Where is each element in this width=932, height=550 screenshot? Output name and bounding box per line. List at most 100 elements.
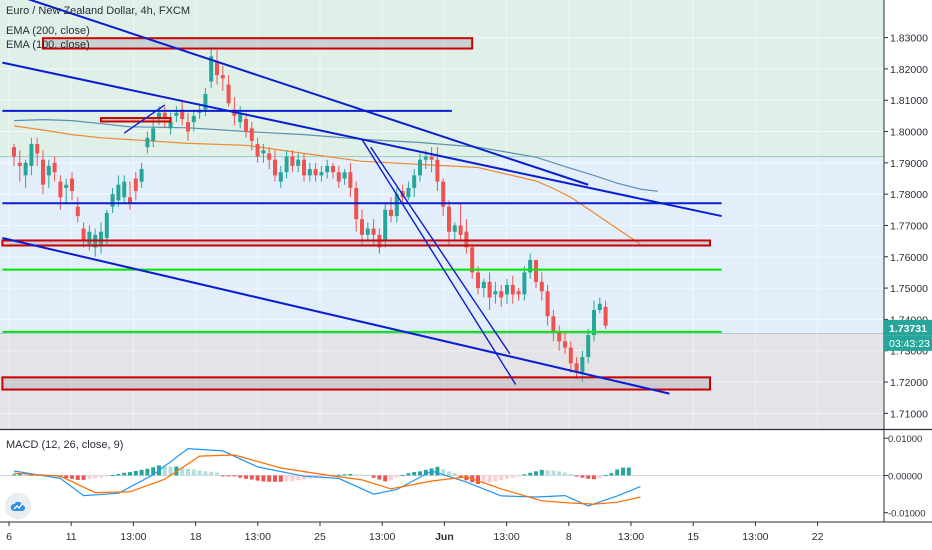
macd-histogram-bar — [99, 475, 103, 478]
candle-body — [133, 178, 138, 192]
candle-body — [563, 341, 567, 348]
candle-body — [220, 75, 225, 79]
candle-body — [46, 165, 51, 176]
candle-body — [12, 147, 16, 157]
macd-histogram-bar — [592, 475, 596, 480]
candle-body — [203, 93, 208, 110]
trend-line — [361, 138, 517, 385]
candle-body — [510, 284, 515, 295]
macd-histogram-bar — [296, 475, 301, 481]
candle-body — [423, 156, 428, 160]
candle-body — [17, 162, 22, 166]
candle-body — [151, 128, 156, 141]
ema100-legend: EMA (100, close) — [6, 39, 90, 51]
macd-histogram-bar — [557, 471, 562, 476]
macd-histogram-bar — [360, 474, 364, 476]
time-tick-label: 22 — [812, 531, 824, 543]
macd-histogram-bar — [516, 475, 521, 477]
macd-histogram-bar — [151, 467, 156, 476]
macd-histogram-bar — [23, 474, 28, 476]
candle-body — [104, 212, 109, 238]
macd-histogram-bar — [284, 475, 289, 482]
candle-body — [557, 331, 562, 342]
candle-body — [406, 187, 411, 198]
macd-histogram-bar — [441, 469, 446, 476]
time-tick-label: 13:00 — [742, 531, 768, 543]
candle-body — [290, 156, 295, 166]
macd-histogram-bar — [423, 469, 428, 476]
price-tick-label: 1.76000 — [890, 252, 928, 264]
macd-tick-label: 0.00000 — [888, 471, 922, 482]
last-price-label: 1.73731 — [889, 323, 927, 335]
macd-histogram-bar — [249, 475, 254, 480]
candle-body — [296, 159, 301, 166]
macd-histogram-bar — [12, 474, 16, 476]
candle-body — [412, 175, 417, 188]
macd-histogram-bar — [522, 474, 527, 476]
macd-histogram-bar — [586, 475, 591, 479]
time-tick-label: 13:00 — [369, 531, 395, 543]
macd-histogram-bar — [17, 473, 22, 476]
candle-body — [371, 228, 376, 235]
support-resistance-zone — [1, 376, 711, 391]
macd-tick-label: 0.01000 — [888, 434, 922, 445]
candle-body — [348, 172, 353, 188]
macd-histogram-bar — [122, 472, 127, 476]
last-price-tag — [884, 319, 932, 336]
price-tick-label: 1.83000 — [890, 33, 928, 45]
candle-body — [64, 184, 69, 188]
countdown-tag — [884, 335, 932, 351]
candle-body — [365, 228, 370, 235]
candle-body — [487, 281, 492, 298]
candle-body — [122, 181, 127, 198]
macd-histogram-bar — [180, 467, 185, 476]
time-tick-label: 13:00 — [493, 531, 519, 543]
candle-body — [522, 272, 527, 295]
macd-histogram-bar — [621, 467, 625, 476]
macd-histogram-bar — [302, 475, 306, 480]
macd-histogram-bar — [273, 475, 277, 482]
candle-body — [41, 159, 45, 185]
candle-body — [162, 112, 167, 119]
cloud-icon — [10, 501, 25, 511]
trend-line — [123, 104, 166, 134]
candle-body — [360, 219, 364, 235]
macd-histogram-bar — [435, 466, 440, 476]
macd-histogram-bar — [534, 471, 538, 476]
candle-body — [418, 159, 422, 176]
ema200-legend: EMA (200, close) — [6, 25, 90, 37]
macd-histogram-bar — [510, 475, 515, 478]
support-resistance-zone — [100, 117, 172, 123]
candle-body — [116, 184, 121, 201]
candle-body — [313, 169, 318, 176]
macd-histogram-bar — [505, 475, 509, 480]
drawings — [1, 0, 722, 395]
tradingview-logo[interactable] — [6, 494, 30, 518]
price-tick-label: 1.78000 — [890, 189, 928, 201]
candle-body — [545, 291, 550, 317]
candle-body — [81, 228, 86, 242]
price-tick-label: 1.82000 — [890, 64, 928, 76]
macd-histogram-bar — [348, 473, 353, 476]
macd-histogram-bar — [481, 475, 486, 484]
macd-histogram-bar — [110, 475, 115, 477]
price-tick-label: 1.81000 — [890, 95, 928, 107]
support-resistance-zone — [42, 37, 474, 50]
candle-body — [429, 156, 434, 160]
macd-histogram-bar — [458, 475, 463, 477]
macd-histogram-bar — [81, 475, 86, 480]
time-tick-label: 15 — [687, 531, 699, 543]
macd-histogram-bar — [220, 475, 225, 477]
candle-body — [394, 194, 399, 217]
time-tick-label: 25 — [314, 531, 326, 543]
candle-body — [452, 225, 457, 232]
trend-line — [370, 146, 511, 355]
macd-histogram-bar — [487, 475, 492, 483]
background-zones — [0, 0, 884, 429]
candle-body — [336, 172, 341, 182]
candle-body — [476, 272, 480, 289]
candle-body — [534, 259, 538, 282]
macd-histogram-bar — [464, 475, 469, 481]
macd-histogram-bar — [325, 475, 330, 477]
